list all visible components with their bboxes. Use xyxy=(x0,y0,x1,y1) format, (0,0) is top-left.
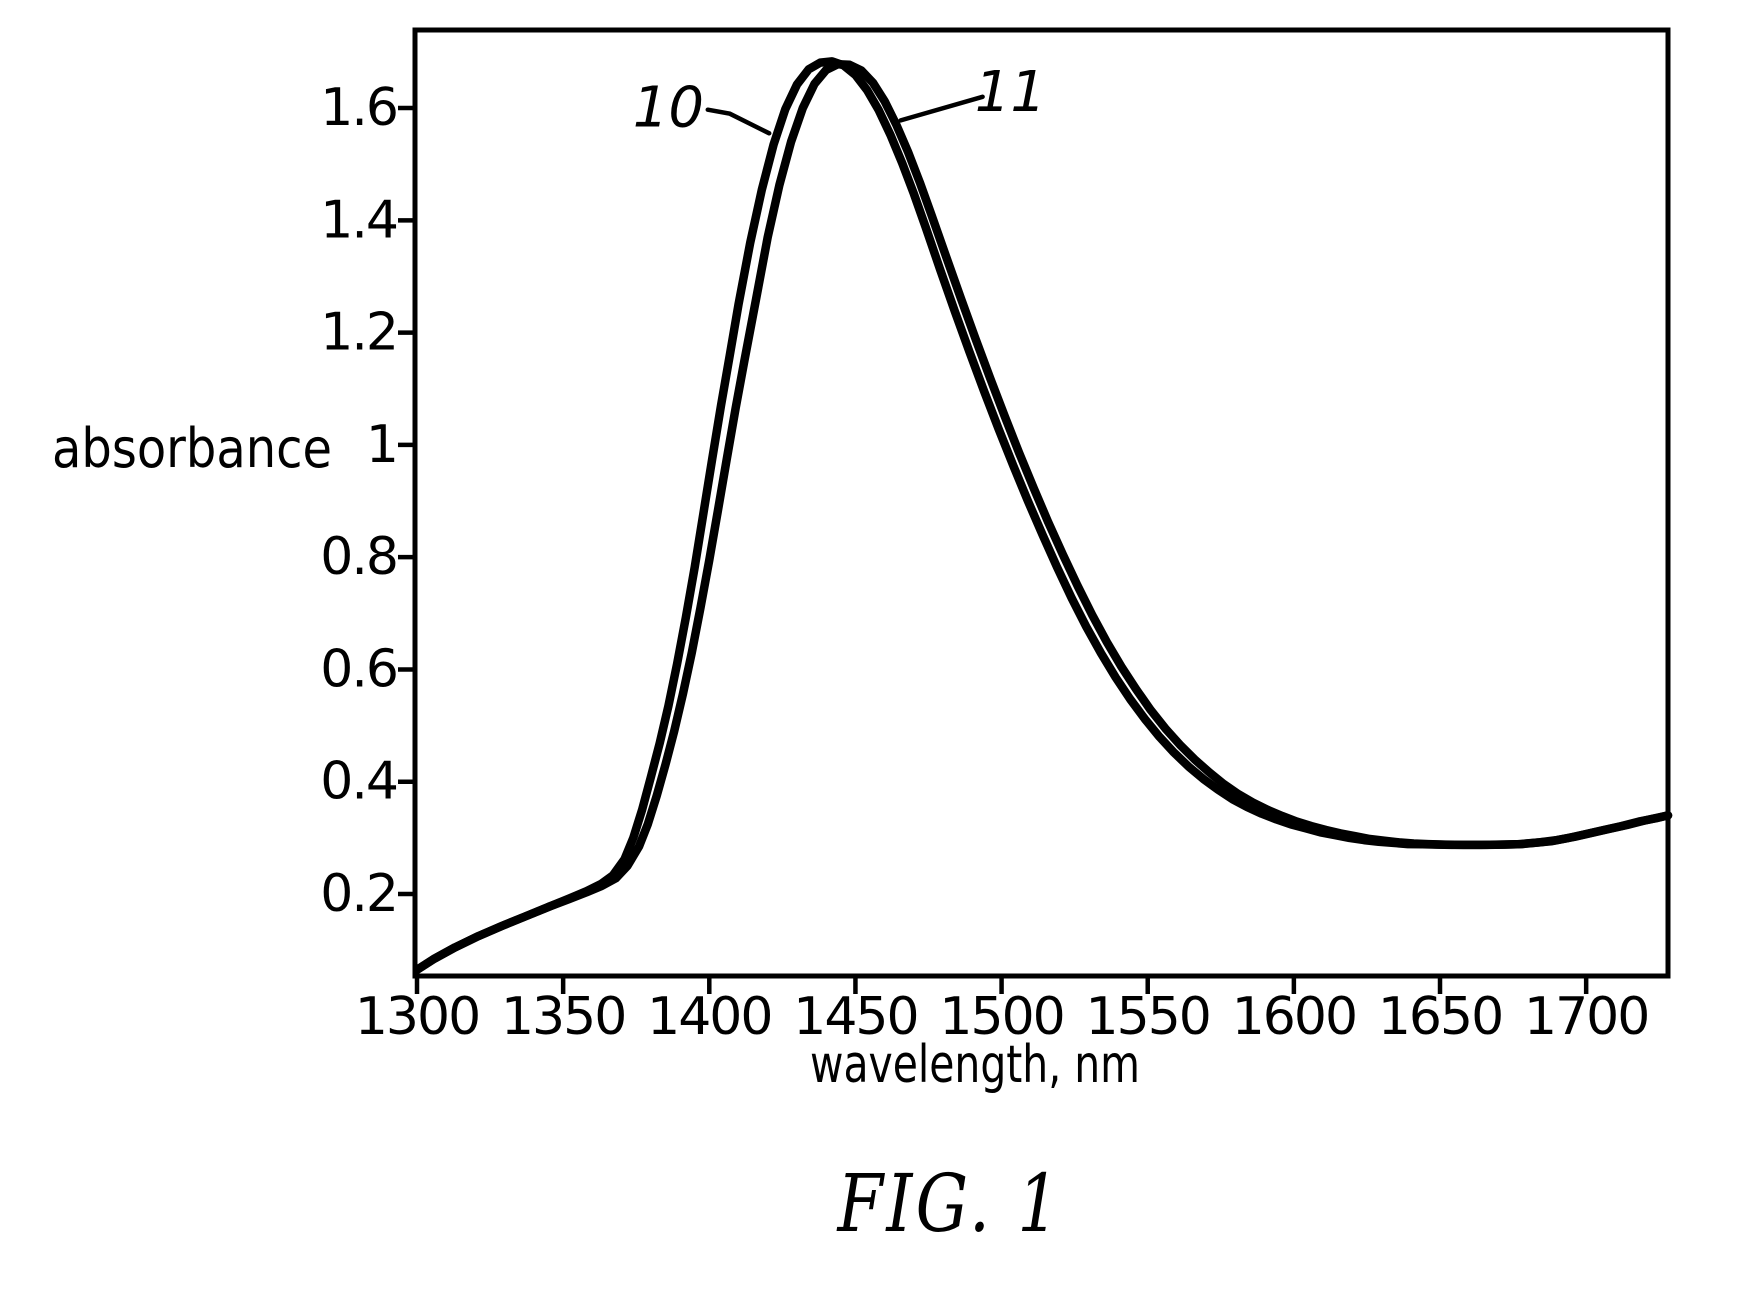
y-axis-label: absorbance xyxy=(52,417,332,480)
curve-label-10: 10 xyxy=(633,75,704,140)
y-tick-label: 0.2 xyxy=(320,864,397,924)
y-axis-ticks: 0.2 0.4 0.6 0.8 1 1.2 1.4 1.6 xyxy=(320,78,417,924)
x-axis-ticks: 1300 1350 1400 1450 1500 1550 1600 1650 1700 xyxy=(355,976,1650,1047)
x-axis-label: wavelength, nm xyxy=(810,1035,1140,1095)
x-tick-label: 1500 xyxy=(939,987,1063,1047)
y-tick-label: 1.4 xyxy=(320,190,397,250)
leader-line-10 xyxy=(705,107,772,136)
leader-line-11 xyxy=(898,94,985,123)
x-tick-label: 1550 xyxy=(1086,987,1210,1047)
spectra-curves xyxy=(412,57,1673,975)
x-tick-label: 1600 xyxy=(1232,987,1356,1047)
x-tick-label: 1300 xyxy=(355,987,479,1047)
plot-border xyxy=(412,27,1671,979)
x-tick-label: 1650 xyxy=(1378,987,1502,1047)
x-tick-label: 1700 xyxy=(1524,987,1648,1047)
x-tick-label: 1400 xyxy=(647,987,771,1047)
curve-annotations: 10 11 xyxy=(633,60,1046,140)
curve-11 xyxy=(412,59,1673,975)
x-tick-label: 1450 xyxy=(793,987,917,1047)
y-tick-label: 1.6 xyxy=(320,78,397,138)
y-tick-label: 1 xyxy=(366,415,397,475)
figure-caption: FIG. 1 xyxy=(836,1157,1063,1250)
y-tick-label: 0.6 xyxy=(320,639,397,699)
y-tick-label: 0.4 xyxy=(320,752,397,812)
curve-label-11: 11 xyxy=(975,60,1046,125)
y-tick-label: 0.8 xyxy=(320,527,397,587)
x-tick-label: 1350 xyxy=(501,987,625,1047)
y-tick-label: 1.2 xyxy=(320,303,397,363)
